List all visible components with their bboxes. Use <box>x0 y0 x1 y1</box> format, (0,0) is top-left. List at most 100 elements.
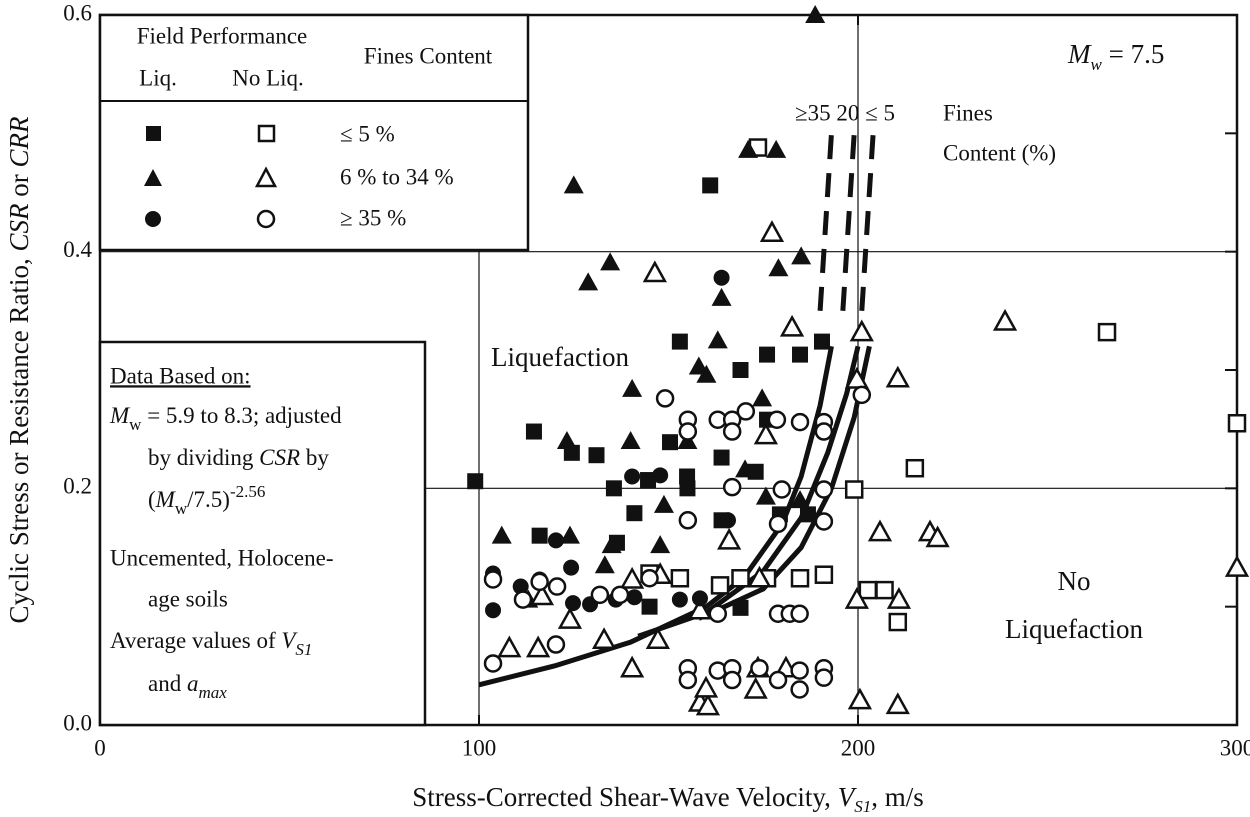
triangle-point <box>591 627 617 650</box>
square-point <box>732 362 749 378</box>
circle-point <box>852 385 872 405</box>
triangle-point <box>717 527 742 550</box>
square-point <box>670 569 690 588</box>
circle-point <box>790 604 809 624</box>
note-text: S1 <box>295 640 312 659</box>
circle-point <box>814 480 834 499</box>
region-label: Liquefaction <box>1005 614 1143 644</box>
boundary-curve-dashed <box>859 133 876 311</box>
legend-marker <box>256 209 276 229</box>
magnitude-label: Mw = 7.5 <box>1067 39 1164 74</box>
note-line: and amax <box>148 671 227 702</box>
square-point <box>605 480 622 497</box>
square-point <box>875 580 894 600</box>
circle-point <box>590 585 610 605</box>
circle-point <box>655 389 675 408</box>
circle-point <box>736 402 756 421</box>
triangle-point <box>653 494 674 513</box>
circle-point <box>485 602 502 619</box>
legend-fines-header: Fines Content <box>364 43 493 68</box>
square-point <box>759 346 776 363</box>
triangle-point <box>992 308 1018 331</box>
note-text: by <box>300 445 329 470</box>
circle-point <box>708 604 728 624</box>
triangle-point <box>735 459 756 478</box>
triangle-point <box>707 330 728 349</box>
triangle-point <box>619 655 645 678</box>
x-axis-text: S1 <box>854 797 871 816</box>
square-point <box>790 569 810 588</box>
legend-liq: Liq. <box>139 65 177 90</box>
triangle-point <box>759 220 785 242</box>
y-axis-label: Cyclic Stress or Resistance Ratio, CSR o… <box>4 116 34 623</box>
circle-point <box>768 514 788 534</box>
y-axis-text: CRR <box>4 116 34 168</box>
square-point <box>640 472 657 489</box>
triangle-point <box>650 535 671 554</box>
triangle-point <box>491 525 512 544</box>
circle-point <box>678 670 698 690</box>
triangle-point <box>743 676 768 699</box>
triangle-point <box>645 627 671 650</box>
legend-marker <box>144 169 162 186</box>
circle-point <box>652 467 669 484</box>
circle-point <box>722 477 742 497</box>
note-text: by dividing <box>148 445 259 470</box>
legend-no-liq: No Liq. <box>232 65 304 90</box>
region-label: Liquefaction <box>491 342 629 372</box>
circle-point <box>678 422 698 441</box>
circle-point <box>547 532 564 549</box>
x-tick-label: 100 <box>462 735 497 760</box>
triangle-point <box>738 139 759 158</box>
note-text: M <box>109 403 131 428</box>
circle-point <box>790 412 810 432</box>
boundary-curve-dashed <box>817 133 834 311</box>
square-point <box>799 506 816 523</box>
legend-row: ≥ 35 % <box>340 205 406 230</box>
triangle-point <box>768 258 789 277</box>
note-text: w <box>129 415 142 434</box>
square-point <box>531 527 548 544</box>
x-tick-label: 0 <box>94 735 106 760</box>
square-point <box>525 423 542 440</box>
circle-point <box>640 569 659 588</box>
fines-label: Fines <box>943 100 993 125</box>
square-point <box>679 480 696 497</box>
triangle-point <box>622 378 643 397</box>
triangle-point <box>556 431 577 449</box>
triangle-point <box>755 486 776 505</box>
circle-point <box>513 590 533 609</box>
boundary-curve-dashed <box>840 133 857 311</box>
triangle-point <box>497 635 522 658</box>
y-tick-label: 0.0 <box>63 710 92 735</box>
triangle-point <box>594 555 615 574</box>
note-text: /7.5) <box>187 487 230 512</box>
circle-point <box>691 590 708 607</box>
notes-box <box>98 340 427 727</box>
circle-point <box>720 512 737 529</box>
mark-layer <box>467 5 1250 716</box>
circle-point <box>483 570 503 589</box>
note-line: Mw = 5.9 to 8.3; adjusted <box>109 403 342 434</box>
note-text: ( <box>148 487 156 512</box>
circle-point <box>678 511 698 530</box>
circle-point <box>671 591 688 608</box>
note-text: CSR <box>259 445 300 470</box>
circle-point <box>722 670 742 690</box>
triangle-point <box>790 490 811 509</box>
x-axis-label: Stress-Corrected Shear-Wave Velocity, VS… <box>412 782 923 816</box>
legend-row: 6 % to 34 % <box>340 164 454 189</box>
circle-point <box>814 668 834 687</box>
triangle-point <box>578 272 599 291</box>
y-tick-label: 0.2 <box>63 474 92 499</box>
note-line: Data Based on: <box>110 363 251 388</box>
square-point <box>792 346 809 363</box>
triangle-point <box>642 260 667 283</box>
note-line: (Mw/7.5)-2.56 <box>148 482 265 518</box>
legend-marker <box>145 211 161 227</box>
triangle-point <box>687 597 713 620</box>
circle-point <box>530 572 549 592</box>
square-point <box>702 177 719 194</box>
note-text: -2.56 <box>230 482 265 501</box>
